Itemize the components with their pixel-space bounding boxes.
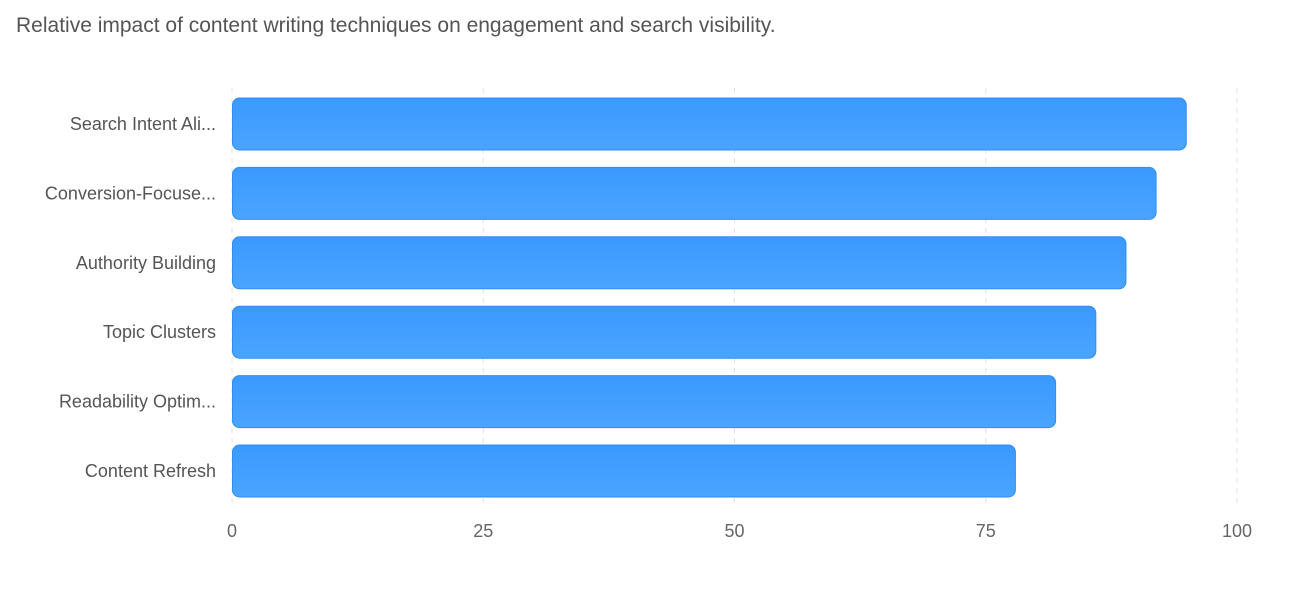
x-axis-ticks: 0 25 50 75 100 — [227, 521, 1252, 541]
x-tick-label: 100 — [1222, 521, 1252, 541]
bar[interactable] — [232, 375, 1057, 429]
grid-lines — [231, 88, 1238, 506]
category-labels: Search Intent Ali... Conversion-Focuse...… — [45, 114, 216, 481]
x-tick-label: 75 — [976, 521, 996, 541]
bars — [232, 97, 1187, 498]
bar[interactable] — [232, 97, 1187, 151]
category-label: Content Refresh — [85, 461, 216, 481]
bar[interactable] — [232, 305, 1097, 359]
bar[interactable] — [232, 166, 1157, 220]
category-label: Topic Clusters — [103, 322, 216, 342]
category-label: Conversion-Focuse... — [45, 183, 216, 203]
x-tick-label: 50 — [724, 521, 744, 541]
category-label: Authority Building — [76, 253, 216, 273]
x-tick-label: 25 — [473, 521, 493, 541]
category-label: Readability Optim... — [59, 392, 216, 412]
bar[interactable] — [232, 444, 1016, 498]
x-tick-label: 0 — [227, 521, 237, 541]
category-label: Search Intent Ali... — [70, 114, 216, 134]
chart-title: Relative impact of content writing techn… — [16, 14, 776, 37]
bar[interactable] — [232, 236, 1127, 290]
